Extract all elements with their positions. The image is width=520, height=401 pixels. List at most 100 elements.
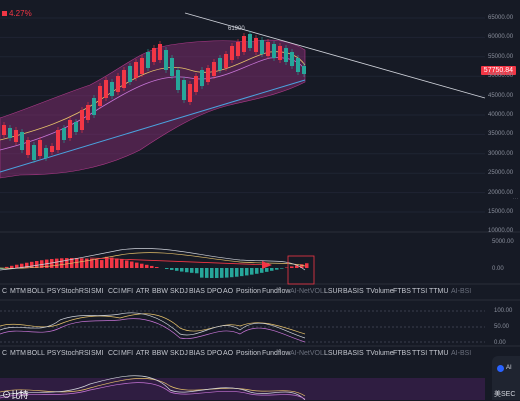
indicator-tab[interactable]: ATR — [136, 350, 149, 357]
macd-bar — [55, 259, 59, 268]
arrow-head-icon — [262, 261, 272, 269]
candle-body — [272, 44, 276, 58]
macd-bar — [60, 258, 64, 268]
indicator-tab[interactable]: MTM — [10, 350, 26, 357]
indicator-tab[interactable]: BOLL — [27, 288, 45, 295]
indicator-tab[interactable]: CCI — [108, 288, 120, 295]
candle-body — [212, 62, 216, 76]
indicator-tab[interactable]: FTBS — [393, 288, 411, 295]
indicator-tab[interactable]: DPO — [207, 350, 222, 357]
indicator-tab[interactable]: Position — [236, 288, 261, 295]
macd-bar — [180, 268, 184, 272]
macd-bar — [165, 268, 169, 269]
indicator-tab[interactable]: SKDJ — [170, 288, 188, 295]
candle-body — [218, 58, 222, 70]
macd-bar — [290, 266, 294, 268]
indicator-tab[interactable]: BOLL — [27, 350, 45, 357]
macd-bar — [255, 268, 259, 274]
indicator-tab[interactable]: AI-BSI — [451, 350, 471, 357]
macd-bar — [5, 267, 9, 268]
indicator-tab[interactable]: PSY — [47, 288, 61, 295]
indicator-tab[interactable]: FTBS — [393, 350, 411, 357]
macd-bar — [15, 265, 19, 268]
candle-body — [128, 66, 132, 82]
candle-body — [8, 128, 12, 138]
macd-bar — [100, 260, 104, 268]
indicator-tab[interactable]: AO — [223, 350, 233, 357]
indicator-tab[interactable]: BBW — [152, 350, 168, 357]
indicator-tab[interactable]: PSY — [47, 350, 61, 357]
axis-tick-label: 45000.00 — [488, 93, 513, 99]
indicator-tab[interactable]: CCI — [108, 350, 120, 357]
candle-body — [296, 58, 300, 72]
candle-body — [164, 50, 168, 70]
macd-bar — [185, 268, 189, 272]
axis-tick-label: 10000.00 — [488, 228, 513, 234]
indicator-tab[interactable]: BBW — [152, 288, 168, 295]
indicator-tab[interactable]: BASIS — [343, 288, 364, 295]
candle-body — [140, 58, 144, 74]
indicator-tab[interactable]: SKDJ — [170, 350, 188, 357]
macd-bar — [125, 260, 129, 268]
indicator-tab[interactable]: TTSI — [412, 288, 427, 295]
indicator-tab[interactable]: BASIS — [343, 350, 364, 357]
macd-bar — [195, 268, 199, 273]
indicator-tab[interactable]: TVolume — [366, 350, 394, 357]
candle-body — [26, 140, 30, 155]
indicator-tab[interactable]: AO — [223, 288, 233, 295]
macd-bar — [120, 259, 124, 268]
indicator-tab[interactable]: Fundflow — [262, 350, 290, 357]
macd-bar — [205, 268, 209, 278]
indicator-tab[interactable]: TTMU — [429, 288, 448, 295]
indicator-tab[interactable]: Fundflow — [262, 288, 290, 295]
macd-bar — [210, 268, 214, 278]
indicator-tab[interactable]: StochRSI — [61, 350, 91, 357]
indicator-tab[interactable]: C — [2, 350, 7, 357]
indicator-tab[interactable]: AI-NetVOL — [290, 288, 324, 295]
indicator-tab[interactable]: SMI — [91, 288, 103, 295]
candle-body — [116, 76, 120, 92]
candle-body — [182, 80, 186, 100]
indicator-tab[interactable]: BIAS — [189, 350, 205, 357]
indicator-tab[interactable]: LSUR — [324, 350, 343, 357]
macd-bar — [175, 268, 179, 271]
indicator-tab[interactable]: StochRSI — [61, 288, 91, 295]
candle-body — [284, 48, 288, 62]
indicator-tab[interactable]: TTSI — [412, 350, 427, 357]
indicator-tab[interactable]: MTM — [10, 288, 26, 295]
macd-bar — [200, 268, 204, 278]
indicator-tab[interactable]: ATR — [136, 288, 149, 295]
indicator-tab[interactable]: MFI — [121, 288, 133, 295]
axis-tick-label: 40000.00 — [488, 112, 513, 118]
macd-bar — [115, 258, 119, 268]
axis-scroll-handle[interactable]: ⋮ — [515, 196, 518, 220]
axis-tick-label: 25000.00 — [488, 170, 513, 176]
candle-body — [266, 42, 270, 56]
indicator-tab[interactable]: LSUR — [324, 288, 343, 295]
indicator-tab[interactable]: DPO — [207, 288, 222, 295]
indicator-tab[interactable]: AI-BSI — [451, 288, 471, 295]
indicator-tab[interactable]: BIAS — [189, 288, 205, 295]
axis-tick-label: 100.00 — [494, 308, 512, 314]
macd-bar — [50, 259, 54, 268]
candle-body — [80, 110, 84, 130]
indicator-tab[interactable]: AI-NetVOL — [290, 350, 324, 357]
macd-bar — [245, 268, 249, 275]
macd-bar — [95, 259, 99, 268]
axis-tick-label: 60000.00 — [488, 34, 513, 40]
ai-chat-label: AI — [506, 365, 512, 371]
indicator-tab[interactable]: C — [2, 288, 7, 295]
indicator-tab[interactable]: MFI — [121, 350, 133, 357]
macd-bar — [30, 262, 34, 268]
candle-body — [188, 84, 192, 102]
candle-body — [290, 52, 294, 66]
indicator-tab[interactable]: Position — [236, 350, 261, 357]
ai-chat-widget[interactable]: AI 美SEC — [492, 356, 520, 400]
indicator-tab[interactable]: SMI — [91, 350, 103, 357]
indicator-tab[interactable]: TTMU — [429, 350, 448, 357]
candle-body — [170, 58, 174, 76]
macd-bar — [190, 268, 194, 273]
candle-body — [50, 146, 54, 152]
indicator-tab[interactable]: TVolume — [366, 288, 394, 295]
